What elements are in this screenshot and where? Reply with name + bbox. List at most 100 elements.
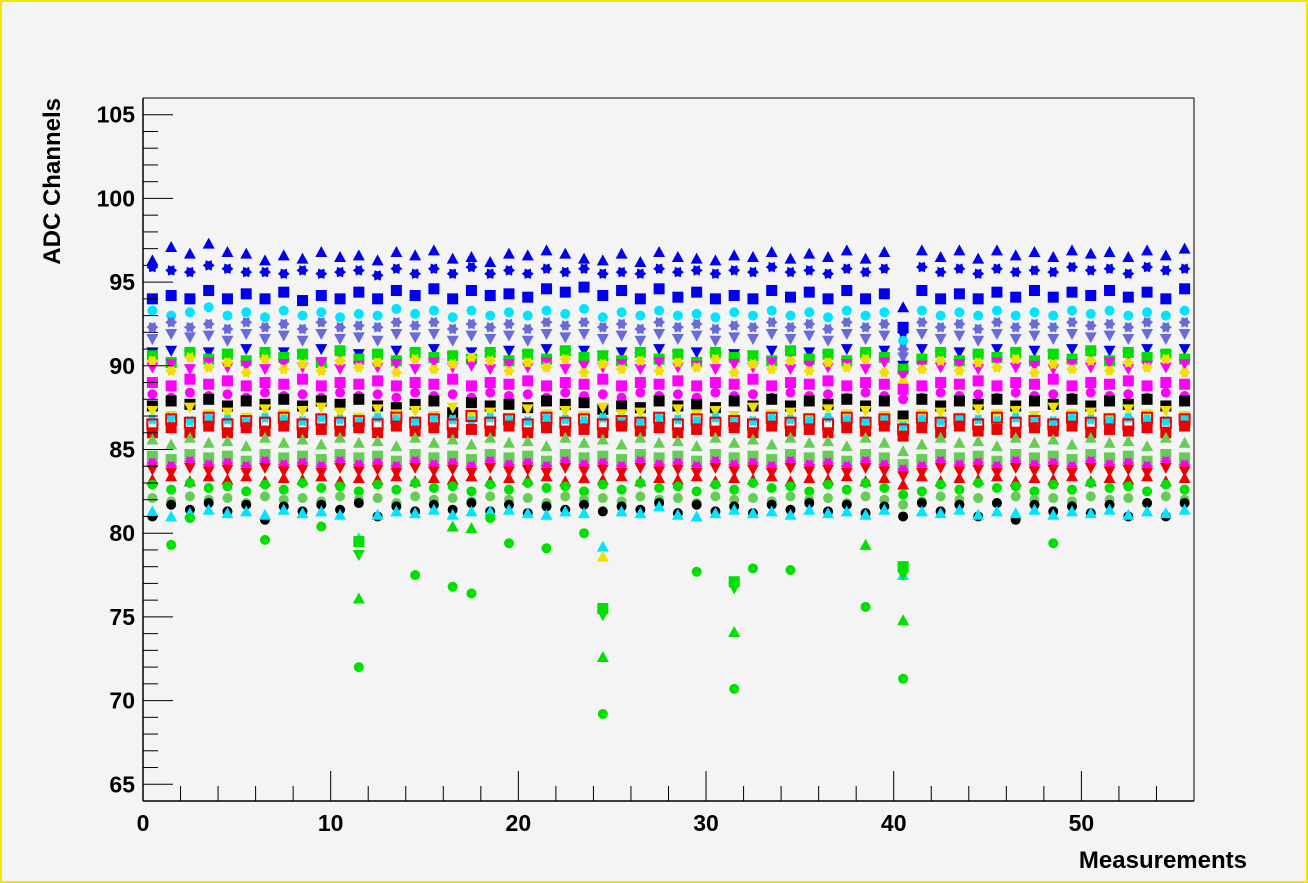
data-point-s0-2 [183, 247, 196, 259]
data-point-s18-27 [653, 452, 665, 464]
data-point-s9-19 [503, 365, 515, 376]
data-point-s15-17 [465, 410, 478, 423]
data-point-s4-14 [409, 320, 422, 331]
data-point-s20-38 [859, 462, 872, 474]
data-point-s5-39 [878, 330, 891, 342]
data-point-s5-33 [765, 329, 778, 341]
data-point-s3-46 [1010, 310, 1021, 321]
data-point-s16-26 [634, 425, 646, 437]
data-point-s8-54 [1159, 362, 1172, 374]
data-point-s16-1 [165, 422, 177, 434]
data-point-s7-46 [1010, 346, 1022, 358]
data-point-s22-21 [541, 482, 552, 493]
data-point-s7-54 [1160, 348, 1172, 360]
data-point-s2-10 [334, 293, 346, 305]
y-tick-label: 95 [109, 269, 135, 295]
data-point-s17-53 [1141, 440, 1154, 452]
data-point-s3-32 [747, 310, 758, 321]
data-point-s25-7 [277, 503, 290, 515]
data-point-s7-11 [353, 353, 365, 365]
data-point-s7-26 [634, 346, 646, 358]
data-point-s5-1 [165, 329, 178, 341]
data-point-s7-16 [447, 350, 459, 362]
data-point-s5-45 [990, 329, 1003, 341]
data-point-s12-0 [146, 400, 158, 412]
data-point-s22-47 [1029, 486, 1040, 497]
data-point-s4-20 [521, 323, 534, 335]
data-point-s26-24 [597, 708, 608, 719]
data-point-s2-27 [653, 283, 665, 295]
data-point-s23-52 [1123, 493, 1134, 504]
data-point-s16-18 [484, 425, 496, 437]
data-point-s8-30 [709, 364, 722, 376]
data-point-s3-54 [1160, 310, 1171, 321]
data-point-s1-29 [690, 265, 703, 276]
data-point-s23-8 [297, 493, 308, 504]
data-point-s9-42 [934, 355, 947, 366]
data-point-s13-0 [146, 406, 159, 418]
data-point-s9-22 [559, 353, 572, 365]
y-tick-label: 75 [109, 604, 135, 630]
data-point-s23-36 [823, 493, 834, 504]
data-point-s0-14 [409, 249, 422, 261]
data-point-s3-15 [428, 305, 439, 316]
data-point-s23-4 [222, 493, 233, 504]
data-point-s8-47 [1028, 360, 1041, 372]
data-point-s21-11 [352, 471, 365, 483]
data-point-s22-45 [991, 482, 1002, 493]
data-point-s17-39 [878, 436, 891, 448]
data-point-s0-9 [315, 245, 328, 257]
data-point-s10-52 [1122, 375, 1134, 387]
data-point-s10-28 [672, 375, 684, 387]
data-point-s13-46 [1009, 406, 1022, 418]
data-point-s10-8 [297, 373, 309, 385]
data-point-s16-49 [1066, 420, 1078, 432]
data-point-s25-15 [427, 503, 440, 515]
data-point-s0-25 [615, 247, 628, 259]
data-point-s20-48 [1047, 464, 1060, 476]
data-point-s5-53 [1141, 329, 1154, 341]
data-point-s22-16 [447, 481, 458, 492]
data-point-s8-10 [334, 364, 347, 376]
data-point-s6-43 [953, 347, 966, 359]
data-point-s28-31 [728, 576, 740, 588]
data-point-s1-52 [1122, 268, 1135, 279]
data-point-s10-24 [597, 373, 609, 385]
data-point-s17-10 [334, 431, 347, 443]
data-point-s20-39 [878, 466, 891, 478]
data-point-s8-25 [615, 359, 628, 371]
data-point-s25-20 [521, 507, 534, 519]
data-point-s25-50 [1084, 507, 1097, 519]
data-point-s16-51 [1104, 423, 1116, 435]
data-point-s23-26 [635, 491, 646, 502]
data-point-s2-32 [747, 293, 759, 305]
data-point-s16-15 [428, 422, 440, 434]
data-point-s9-8 [296, 358, 309, 370]
data-point-s4-32 [747, 322, 759, 333]
data-point-s25-29 [690, 510, 703, 522]
data-point-s17-30 [709, 431, 722, 443]
data-point-s12-37 [841, 393, 853, 405]
data-point-s25-13 [390, 505, 403, 517]
axes: 65 70 75 80 85 90 95 100 105 0 10 20 30 40 50 [97, 97, 1195, 836]
data-point-s4-35 [803, 318, 816, 330]
data-point-s3-50 [1085, 308, 1096, 319]
data-point-s21-53 [1141, 470, 1154, 482]
data-point-s5-35 [803, 330, 816, 342]
data-point-s18-0 [146, 450, 158, 462]
data-point-s13-20 [521, 404, 534, 416]
data-point-s10-26 [634, 377, 646, 389]
data-point-s6-53 [1141, 344, 1154, 356]
data-point-s9-49 [1066, 364, 1078, 375]
data-point-s1-6 [259, 266, 271, 278]
data-point-s17-19 [502, 436, 515, 448]
data-point-s2-18 [484, 290, 496, 302]
data-point-s6-25 [615, 347, 628, 359]
data-point-s24-33 [766, 499, 777, 510]
data-point-s18-51 [1104, 452, 1116, 464]
data-point-s10-17 [465, 380, 477, 392]
data-point-s9-36 [822, 357, 834, 368]
data-point-s0-19 [502, 247, 515, 259]
data-point-s10-47 [1028, 378, 1040, 390]
data-point-s16-40 [897, 430, 909, 442]
